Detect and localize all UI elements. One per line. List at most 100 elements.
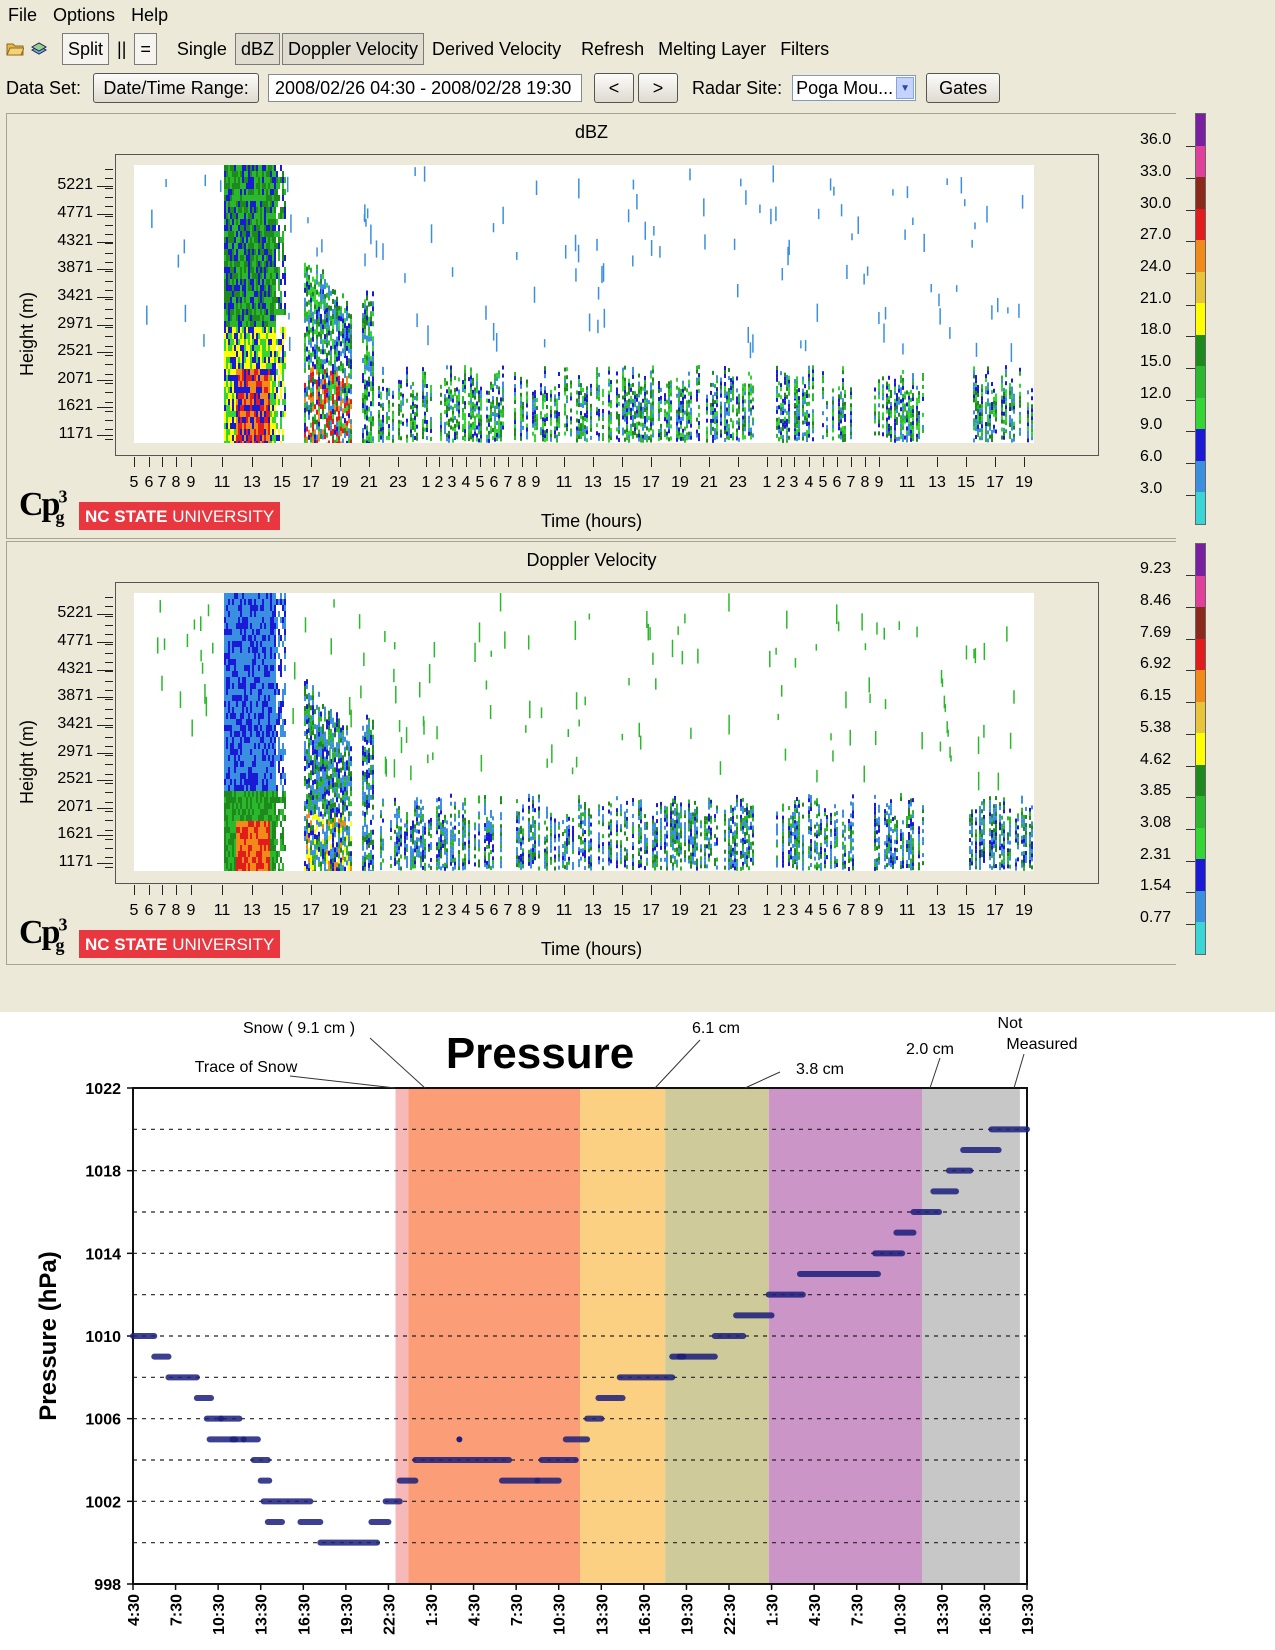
refresh-button[interactable]: Refresh xyxy=(581,39,645,59)
radar-echo xyxy=(310,297,312,303)
radar-echo xyxy=(922,428,924,433)
radar-echo xyxy=(676,385,678,390)
radar-echo xyxy=(242,309,244,315)
cp3g-logo: Cp3g xyxy=(19,486,67,528)
radar-echo xyxy=(240,339,242,345)
radar-echo xyxy=(1005,373,1007,378)
folder-open-icon[interactable] xyxy=(6,40,24,58)
radar-echo xyxy=(446,413,448,418)
radar-echo xyxy=(266,315,268,321)
radar-echo xyxy=(624,377,626,382)
radar-echo xyxy=(564,411,566,416)
melting-layer-button[interactable]: Melting Layer xyxy=(658,39,767,59)
plot-frame xyxy=(115,582,1099,884)
radar-echo xyxy=(234,761,236,767)
radar-echo xyxy=(886,425,888,430)
radar-echo xyxy=(410,385,412,390)
chevron-down-icon[interactable]: ▼ xyxy=(896,77,915,99)
radar-echo xyxy=(416,313,418,328)
radar-echo xyxy=(348,418,350,424)
radar-echo xyxy=(262,345,264,351)
radar-echo xyxy=(817,208,820,220)
radar-echo xyxy=(634,431,636,436)
radar-echo xyxy=(646,390,648,395)
radar-echo xyxy=(454,428,456,433)
layers-icon[interactable] xyxy=(30,40,48,58)
radar-echo xyxy=(1001,411,1003,416)
split-horizontal-button[interactable]: = xyxy=(134,33,157,65)
radar-echo xyxy=(648,428,650,433)
radar-echo xyxy=(444,422,446,427)
radar-echo xyxy=(546,396,548,401)
filters-button[interactable]: Filters xyxy=(780,39,830,59)
velocity-plot-area[interactable] xyxy=(134,593,1034,871)
radar-echo xyxy=(540,427,542,432)
radar-echo xyxy=(406,374,408,379)
radar-echo xyxy=(716,411,718,416)
radar-echo xyxy=(362,438,364,443)
radar-echo xyxy=(1013,405,1015,410)
radar-echo xyxy=(270,315,272,321)
radar-site-select[interactable]: Poga Mou... ▼ xyxy=(792,75,917,101)
radar-echo xyxy=(244,237,246,243)
split-button[interactable]: Split xyxy=(62,33,110,65)
radar-echo xyxy=(242,593,244,599)
radar-echo xyxy=(232,839,234,845)
derived-velocity-button[interactable]: Derived Velocity xyxy=(432,39,562,59)
radar-echo xyxy=(686,408,688,413)
radar-echo xyxy=(230,375,232,381)
radar-echo xyxy=(244,863,246,869)
radar-echo xyxy=(590,387,592,392)
radar-echo xyxy=(224,351,226,357)
radar-echo xyxy=(744,407,746,412)
radar-echo xyxy=(248,405,250,411)
radar-echo xyxy=(238,387,240,393)
radar-echo xyxy=(644,419,646,424)
radar-echo xyxy=(485,305,487,320)
split-vertical-button[interactable]: || xyxy=(117,39,127,59)
radar-echo xyxy=(304,357,306,363)
radar-echo xyxy=(256,285,258,291)
radar-echo xyxy=(706,398,708,403)
radar-echo xyxy=(262,375,264,381)
menu-options[interactable]: Options xyxy=(53,4,116,25)
radar-echo xyxy=(246,677,248,683)
single-button[interactable]: Single xyxy=(176,39,227,59)
radar-echo xyxy=(268,423,270,429)
radar-echo xyxy=(226,779,228,785)
radar-echo xyxy=(652,369,654,374)
radar-echo xyxy=(246,815,248,821)
radar-echo xyxy=(490,381,492,386)
date-range-field[interactable]: 2008/02/26 04:30 - 2008/02/28 19:30 xyxy=(268,74,583,102)
doppler-velocity-button[interactable]: Doppler Velocity xyxy=(281,33,425,65)
previous-button[interactable]: < xyxy=(594,73,635,103)
radar-echo xyxy=(348,323,350,329)
radar-echo xyxy=(344,318,346,324)
radar-echo xyxy=(979,404,981,409)
radar-echo xyxy=(324,294,326,300)
radar-echo xyxy=(498,402,500,407)
radar-echo xyxy=(260,183,262,189)
radar-echo xyxy=(720,377,722,382)
radar-echo xyxy=(490,409,492,414)
gates-button[interactable]: Gates xyxy=(926,73,1001,103)
radar-echo xyxy=(282,231,284,237)
radar-echo xyxy=(886,385,888,390)
dbz-plot-area[interactable] xyxy=(134,165,1034,443)
radar-echo xyxy=(627,209,630,223)
radar-echo xyxy=(496,404,498,409)
menu-file[interactable]: File xyxy=(8,4,38,25)
dbz-button[interactable]: dBZ xyxy=(234,33,280,65)
menu-help[interactable]: Help xyxy=(131,4,169,25)
radar-echo xyxy=(1031,420,1033,425)
radar-echo xyxy=(714,436,716,441)
x-tick-mark xyxy=(907,457,908,467)
radar-echo xyxy=(262,261,264,267)
x-tick-label: 15 xyxy=(957,474,975,491)
next-button[interactable]: > xyxy=(638,73,679,103)
radar-echo xyxy=(320,398,322,404)
date-time-range-button[interactable]: Date/Time Range: xyxy=(93,73,260,103)
radar-echo xyxy=(234,695,236,701)
radar-echo xyxy=(250,195,252,201)
x-tick-label: 13 xyxy=(243,474,261,491)
